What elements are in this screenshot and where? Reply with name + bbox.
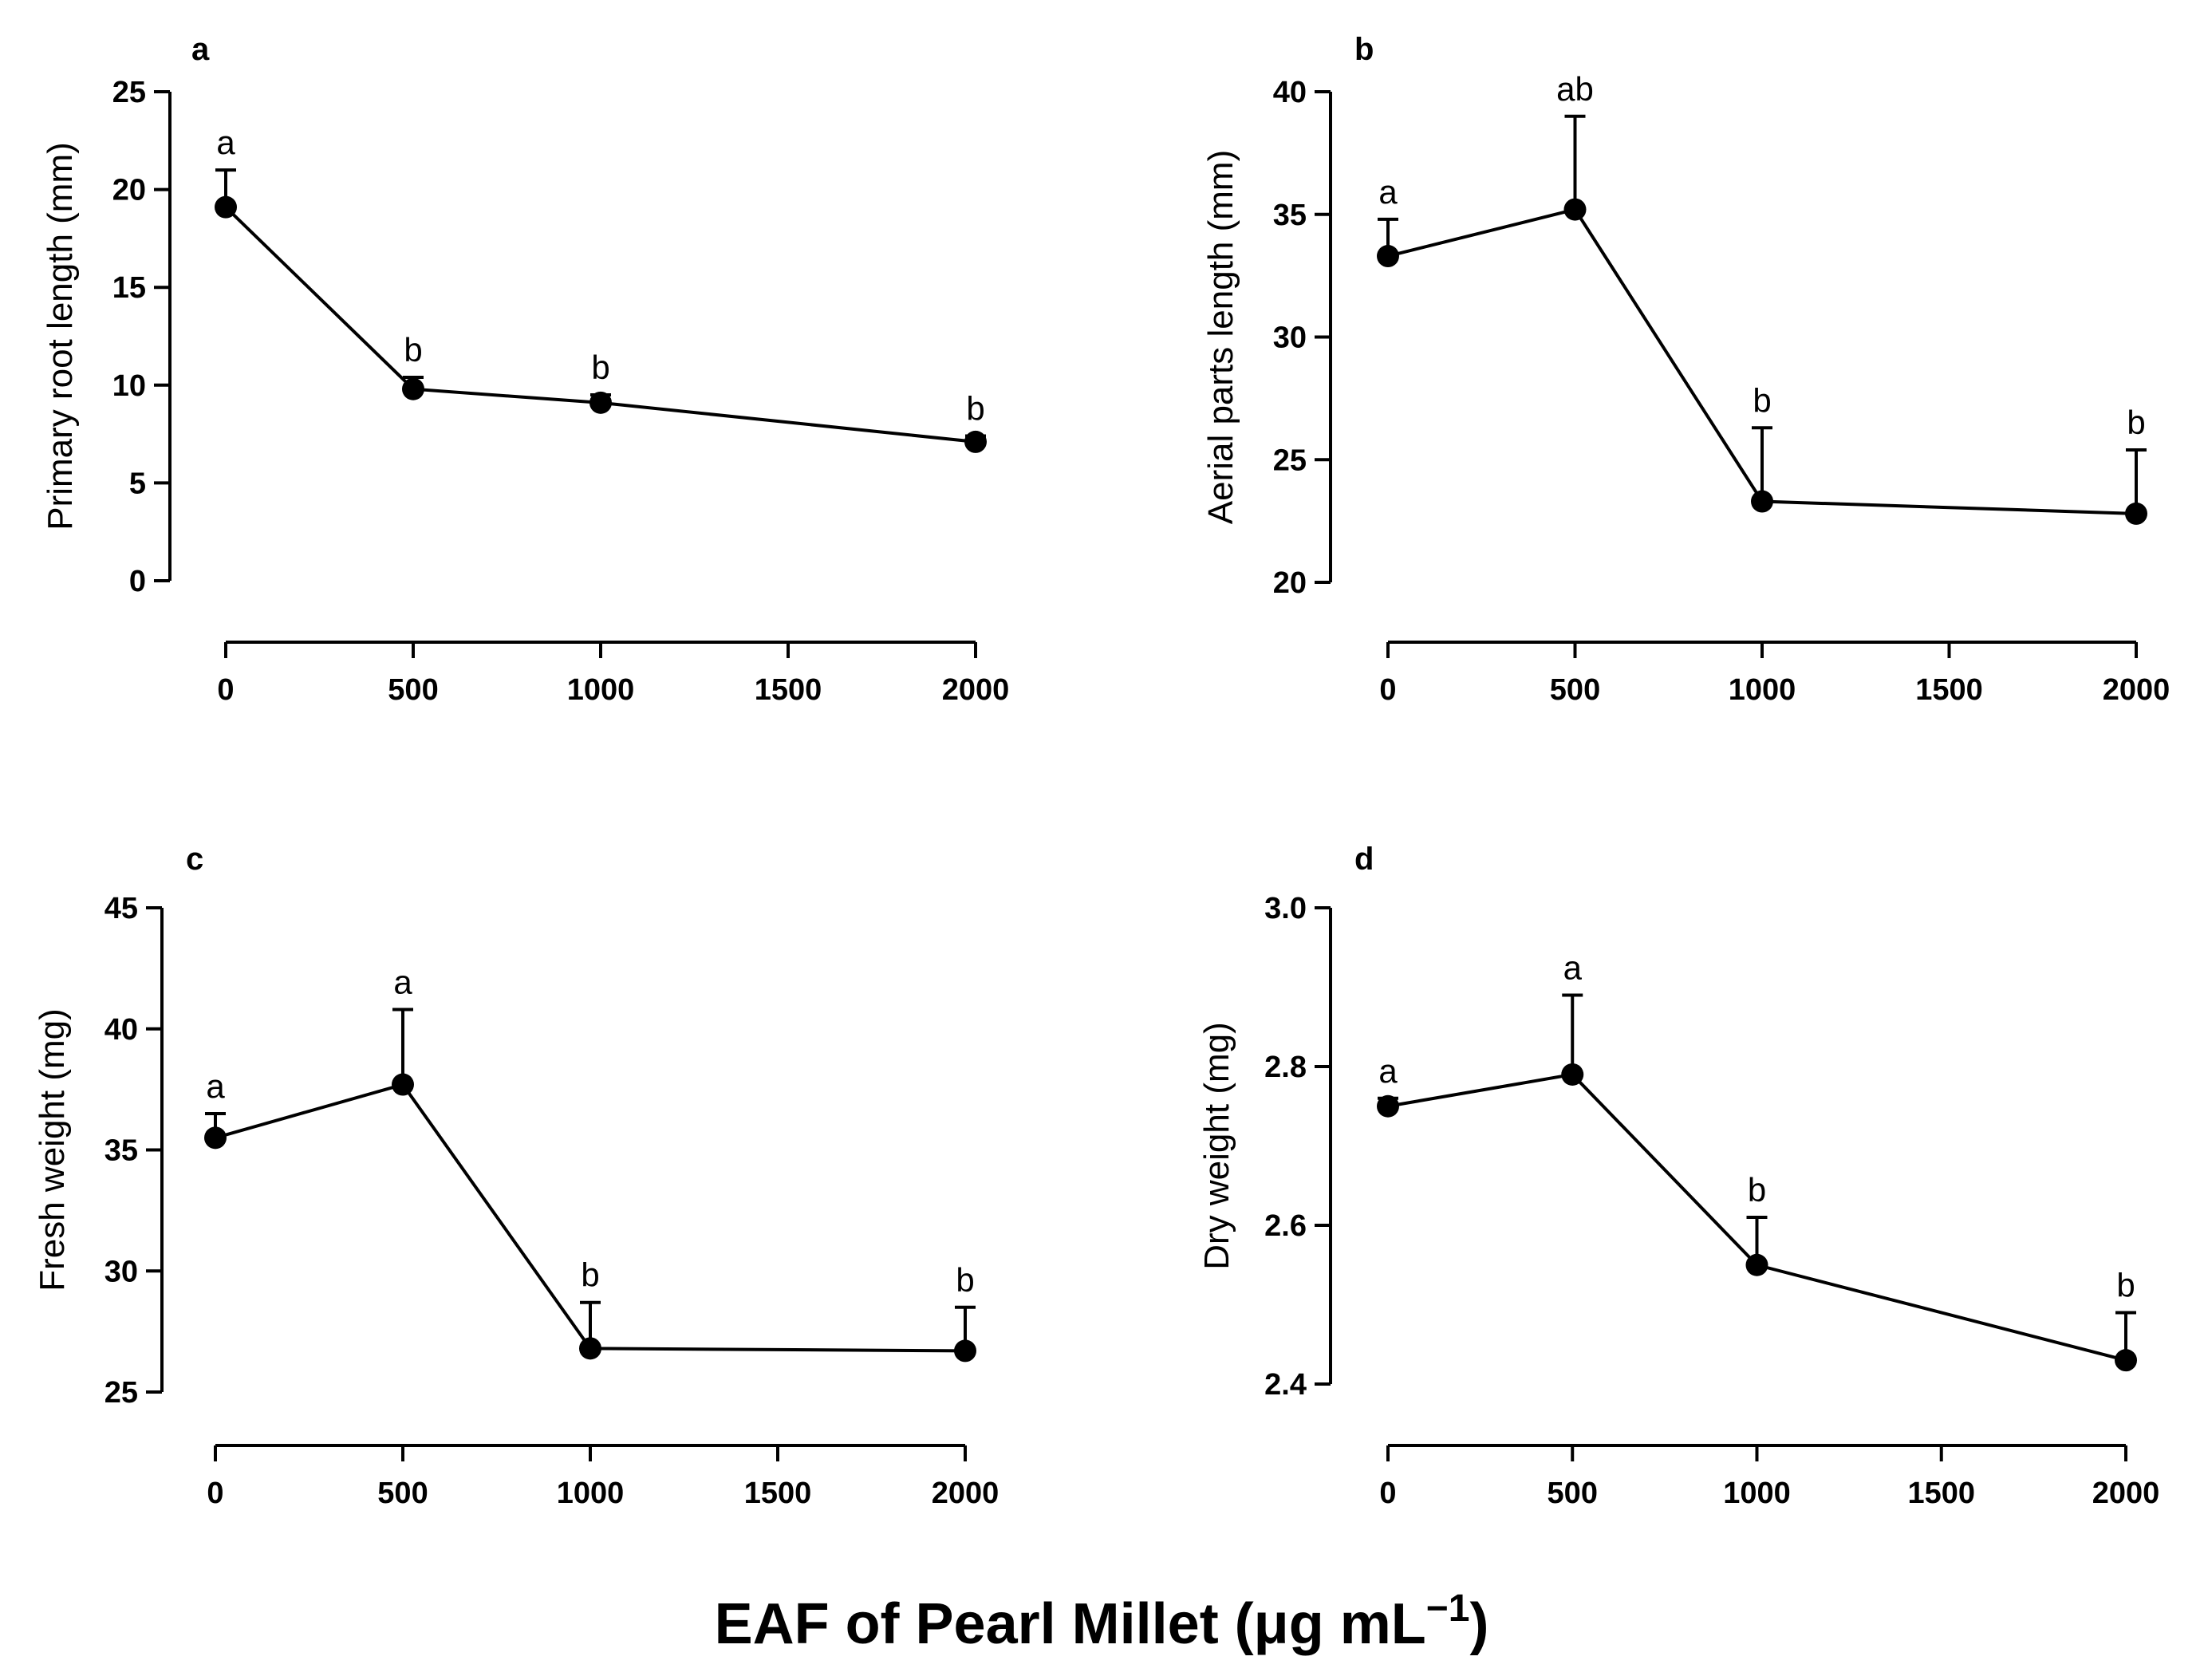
data-point — [215, 195, 237, 219]
x-tick-label: 500 — [1550, 673, 1600, 707]
series-line — [224, 206, 976, 444]
significance-label: a — [206, 1067, 225, 1105]
significance-label: a — [1378, 173, 1398, 211]
series-line — [1387, 207, 2137, 515]
y-tick-label: 25 — [1273, 444, 1307, 477]
y-tick-label: 25 — [104, 1376, 138, 1410]
x-tick-label: 0 — [1379, 673, 1396, 707]
data-point — [204, 1126, 227, 1150]
significance-label: b — [2127, 404, 2145, 441]
panel-c: c 25 30 35 40 45 Fresh weight (mg) 0 500 1000 1500… — [33, 842, 999, 1510]
y-tick-label: 40 — [1273, 76, 1307, 109]
significance-label: b — [581, 1256, 599, 1294]
significance-label: b — [1748, 1171, 1766, 1209]
significance-label: b — [404, 331, 422, 369]
significance-label: a — [393, 963, 412, 1000]
significance-label: b — [966, 390, 984, 428]
data-point — [2125, 502, 2147, 525]
data-point — [954, 1339, 976, 1363]
y-tick-label: 35 — [1273, 199, 1307, 232]
y-axis-label: Primary root length (mm) — [41, 142, 80, 530]
x-axis-title: EAF of Pearl Millet (μg mL−1) — [715, 1587, 1489, 1656]
x-tick-label: 1500 — [755, 673, 822, 707]
x-tick-label: 0 — [217, 673, 234, 707]
x-tick-label: 1500 — [1907, 1477, 1975, 1510]
x-tick-label: 2000 — [942, 673, 1010, 707]
data-point — [392, 1073, 414, 1096]
data-point — [2115, 1349, 2137, 1372]
x-axis-title-superscript: −1 — [1426, 1587, 1470, 1630]
panel-a: a 0 5 10 15 20 25 Primary root length (mm) 0 500 1… — [41, 32, 1009, 707]
panel-letter: a — [191, 32, 210, 67]
data-point — [1377, 1094, 1399, 1118]
panel-d: d 2.4 2.6 2.8 3.0 Dry weight (mg) 0 500 1000 1500… — [1197, 842, 2159, 1510]
data-point — [964, 430, 987, 453]
x-tick-label: 1500 — [744, 1477, 812, 1510]
significance-label: b — [956, 1261, 974, 1299]
significance-label: a — [216, 124, 235, 161]
x-tick-label: 1500 — [1915, 673, 1983, 707]
x-tick-label: 1000 — [1729, 673, 1796, 707]
y-tick-label: 0 — [129, 565, 146, 598]
y-tick-label: 2.6 — [1264, 1209, 1307, 1243]
y-tick-label: 10 — [112, 369, 146, 403]
data-point — [589, 391, 612, 414]
data-point — [579, 1337, 601, 1360]
significance-label: a — [1378, 1052, 1398, 1090]
series-line — [215, 1083, 966, 1353]
x-tick-label: 0 — [207, 1477, 223, 1510]
y-tick-label: 45 — [104, 892, 138, 925]
panel-b: b 20 25 30 35 40 Aerial parts length (mm) 0 500 1… — [1201, 32, 2170, 707]
y-tick-label: 25 — [112, 76, 146, 109]
significance-label: ab — [1556, 70, 1594, 108]
y-tick-label: 3.0 — [1264, 892, 1307, 925]
significance-label: b — [1753, 381, 1771, 419]
y-tick-label: 20 — [1273, 566, 1307, 600]
y-tick-label: 30 — [104, 1255, 138, 1288]
y-tick-label: 20 — [112, 174, 146, 207]
x-tick-label: 2000 — [932, 1477, 999, 1510]
data-point — [1561, 1063, 1584, 1086]
y-tick-label: 30 — [1273, 321, 1307, 355]
x-tick-label: 1000 — [557, 1477, 625, 1510]
data-point — [1745, 1253, 1768, 1276]
panel-letter: d — [1354, 842, 1374, 877]
data-point — [1563, 198, 1587, 221]
x-tick-label: 1000 — [1723, 1477, 1791, 1510]
x-tick-label: 500 — [388, 673, 438, 707]
y-tick-label: 40 — [104, 1013, 138, 1047]
y-axis-label: Fresh weight (mg) — [33, 1008, 72, 1292]
x-tick-label: 0 — [1379, 1477, 1396, 1510]
y-tick-label: 2.4 — [1264, 1368, 1307, 1402]
data-point — [402, 377, 424, 400]
y-tick-label: 35 — [104, 1134, 138, 1168]
y-tick-label: 5 — [129, 467, 146, 500]
x-tick-label: 500 — [1548, 1477, 1598, 1510]
x-tick-label: 2000 — [2103, 673, 2170, 707]
x-tick-label: 1000 — [567, 673, 635, 707]
x-tick-label: 2000 — [2092, 1477, 2160, 1510]
y-tick-label: 15 — [112, 271, 146, 305]
y-axis-label: Aerial parts length (mm) — [1201, 150, 1240, 524]
significance-label: a — [1563, 948, 1583, 986]
significance-label: b — [2116, 1266, 2135, 1303]
data-point — [1377, 245, 1399, 268]
significance-label: b — [591, 349, 609, 386]
y-tick-label: 2.8 — [1264, 1051, 1307, 1084]
x-tick-label: 500 — [377, 1477, 428, 1510]
y-axis-label: Dry weight (mg) — [1197, 1022, 1236, 1270]
series-line — [1387, 1072, 2127, 1363]
panel-letter: b — [1354, 32, 1374, 67]
data-point — [1751, 490, 1773, 513]
panel-letter: c — [186, 842, 203, 877]
